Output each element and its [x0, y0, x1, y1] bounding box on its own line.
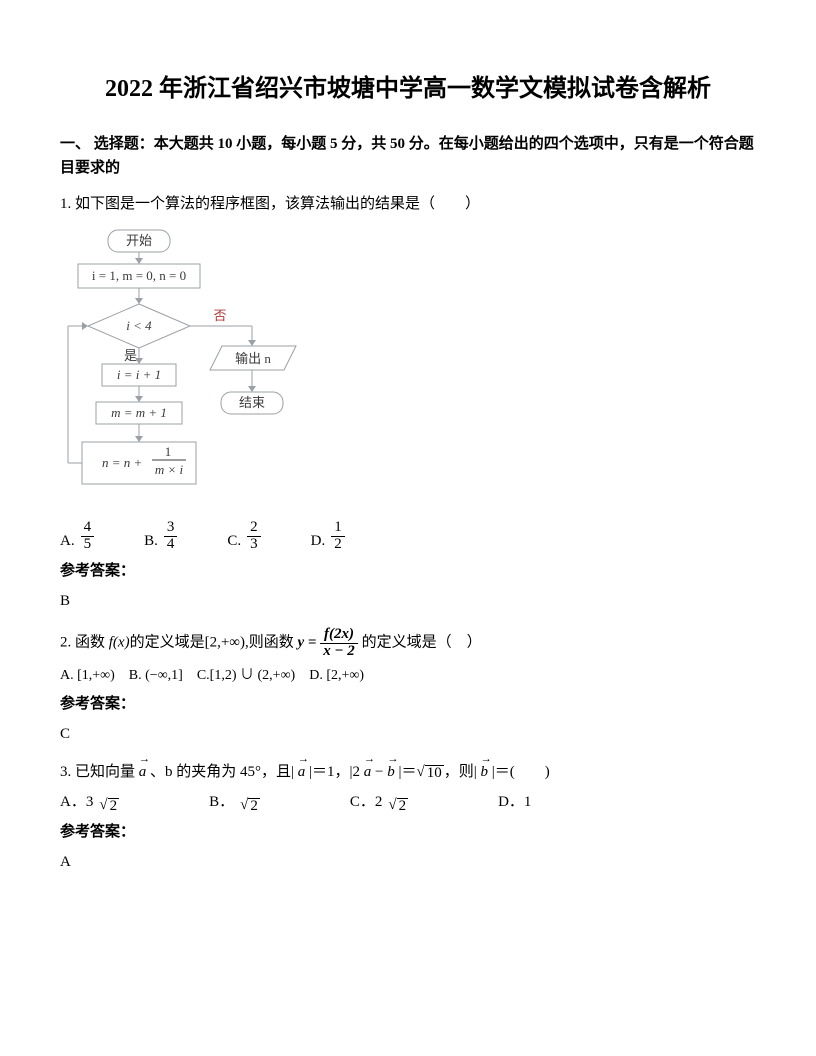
fraction: 1 2	[331, 520, 345, 553]
q3-mid1: 、b 的夹角为 45°，且|	[146, 764, 298, 780]
flow-end-text: 结束	[239, 395, 265, 410]
vector-a-icon: a	[298, 760, 306, 784]
q2-mid1: 的定义域是[2,+∞),则函数	[130, 635, 298, 651]
flow-output-text: 输出 n	[235, 351, 271, 366]
flow-step-n-prefix: n = n +	[102, 455, 142, 470]
sqrt-icon: √2	[99, 798, 119, 814]
q1-opt-a: A. 4 5	[60, 520, 94, 553]
q3-options: A．3 √2 B． √2 C．2 √2 D．1	[60, 790, 756, 814]
flow-step-n-den: m × i	[155, 462, 184, 477]
flowchart-svg: 开始 i = 1, m = 0, n = 0 i < 4 否 输出 n	[60, 224, 340, 514]
q2-eq-y: y =	[298, 635, 321, 651]
q3-opt-c: C．2 √2	[350, 790, 408, 814]
opt-label: D．1	[498, 790, 531, 814]
section-1-heading: 一、 选择题：本大题共 10 小题，每小题 5 分，共 50 分。在每小题给出的…	[60, 132, 756, 180]
flow-yes-label: 是	[124, 348, 137, 363]
q3-mid4: ，则|	[444, 764, 481, 780]
q3-mid5: |＝( )	[488, 764, 550, 780]
q2-pre: 2. 函数	[60, 635, 109, 651]
flow-no-label: 否	[213, 308, 226, 323]
page-title: 2022 年浙江省绍兴市坡塘中学高一数学文模拟试卷含解析	[60, 70, 756, 108]
flow-step-m: m = m + 1	[111, 405, 167, 420]
fraction: 3 4	[164, 520, 178, 553]
sqrt-icon: √2	[388, 798, 408, 814]
fraction: 2 3	[247, 520, 261, 553]
q3-opt-b: B． √2	[209, 790, 260, 814]
fraction: f(2x) x − 2	[320, 627, 358, 660]
q2-stem: 2. 函数 f(x)的定义域是[2,+∞),则函数 y = f(2x) x − …	[60, 627, 756, 660]
q1-opt-b: B. 3 4	[144, 520, 177, 553]
opt-label: B．	[209, 790, 234, 814]
q1-opt-c: C. 2 3	[227, 520, 260, 553]
q3-mid2: |＝1，|2	[305, 764, 364, 780]
flow-start-text: 开始	[126, 233, 152, 248]
q2-post: 的定义域是（ ）	[362, 635, 482, 651]
opt-label: A.	[60, 529, 75, 553]
q3-opt-d: D．1	[498, 790, 531, 814]
q2-equation: y = f(2x) x − 2	[298, 627, 358, 660]
flow-cond-text: i < 4	[126, 318, 152, 333]
flow-step-n-num: 1	[165, 444, 172, 459]
vector-a-icon: a	[364, 760, 372, 784]
q1-opt-d: D. 1 2	[311, 520, 345, 553]
q3-stem: 3. 已知向量 a 、b 的夹角为 45°，且| a |＝1，|2 a − b …	[60, 760, 756, 784]
q1-stem: 1. 如下图是一个算法的程序框图，该算法输出的结果是（ ）	[60, 192, 756, 216]
opt-label: B.	[144, 529, 158, 553]
exam-page: 2022 年浙江省绍兴市坡塘中学高一数学文模拟试卷含解析 一、 选择题：本大题共…	[0, 0, 816, 1056]
opt-label: C.	[227, 529, 241, 553]
opt-label: C．2	[350, 790, 383, 814]
q2-answer: C	[60, 722, 756, 746]
vector-b-icon: b	[481, 760, 489, 784]
q2-fx: f(x)	[109, 635, 130, 651]
q3-answer-label: 参考答案：	[60, 820, 756, 844]
vector-a-icon: a	[139, 760, 147, 784]
q1-options: A. 4 5 B. 3 4 C. 2 3 D. 1 2	[60, 520, 756, 553]
q3-pre: 3. 已知向量	[60, 764, 139, 780]
opt-label: D.	[311, 529, 326, 553]
sqrt-icon: √10	[417, 765, 444, 781]
q1-flowchart: 开始 i = 1, m = 0, n = 0 i < 4 否 输出 n	[60, 224, 756, 514]
vector-b-icon: b	[387, 760, 395, 784]
fraction: 4 5	[81, 520, 95, 553]
opt-label: A．3	[60, 790, 93, 814]
q2-answer-label: 参考答案：	[60, 692, 756, 716]
sqrt-icon: √2	[240, 798, 260, 814]
q1-answer: B	[60, 589, 756, 613]
q3-answer: A	[60, 850, 756, 874]
flow-step-i: i = i + 1	[117, 367, 161, 382]
q2-options: A. [1,+∞) B. (−∞,1] C.[1,2) ∪ (2,+∞) D. …	[60, 665, 756, 687]
flow-init-text: i = 1, m = 0, n = 0	[92, 268, 186, 283]
q1-answer-label: 参考答案：	[60, 559, 756, 583]
q3-opt-a: A．3 √2	[60, 790, 119, 814]
